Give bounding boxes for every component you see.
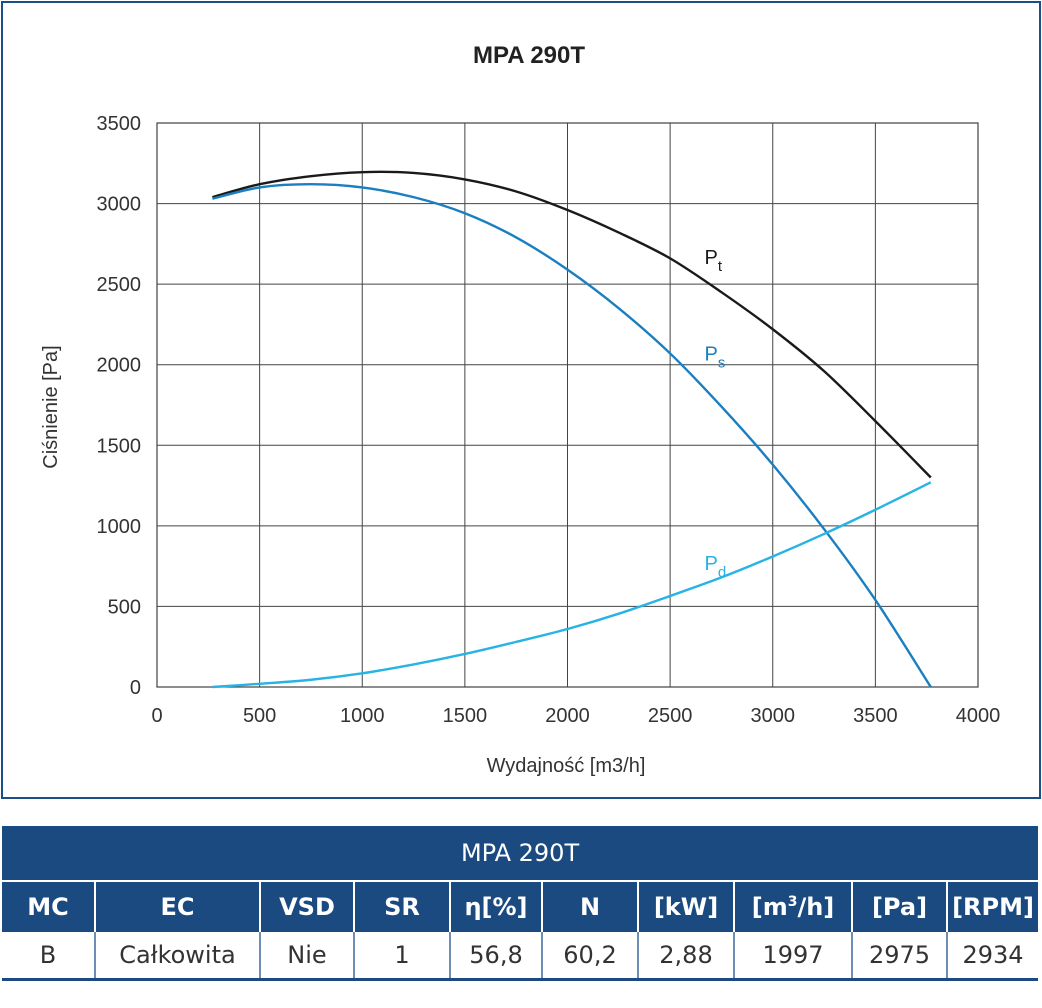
series-label-pt: Pt xyxy=(705,247,723,275)
grid xyxy=(156,122,979,688)
y-tick-label: 3500 xyxy=(97,113,142,135)
series-line-pt xyxy=(212,170,932,479)
x-tick-label: 4000 xyxy=(956,705,1001,727)
y-tick-label: 1000 xyxy=(97,516,142,538)
header-cell: VSD xyxy=(259,880,354,932)
header-cell: η[%] xyxy=(449,880,542,932)
y-tick-label: 1500 xyxy=(97,435,142,457)
chart-title: MPA 290T xyxy=(473,42,585,69)
y-axis-label: Ciśnienie [Pa] xyxy=(40,345,62,468)
table-cell: 56,8 xyxy=(449,932,542,981)
header-cell: [RPM] xyxy=(945,880,1039,932)
x-axis-label: Wydajność [m3/h] xyxy=(487,755,646,777)
table-cell: B xyxy=(2,932,95,981)
series-labels: Pt Ps Pd xyxy=(705,247,727,581)
header-cell: MC xyxy=(2,880,95,932)
table-row: B Całkowita Nie 1 56,8 60,2 2,88 1997 2975 2934 xyxy=(2,932,1039,981)
tick-labels: 0 500 1000 1500 2000 2500 3000 3500 4000 0 500 1000… xyxy=(97,113,1001,727)
header-cell: [m3/h] xyxy=(733,880,852,932)
series-label-ps: Ps xyxy=(705,344,726,372)
table-title: MPA 290T xyxy=(2,826,1039,881)
spec-table: MPA 290T MC EC VSD SR η[%] N [kW] [m3/h] [Pa] [RP… xyxy=(2,826,1039,981)
x-tick-label: 2500 xyxy=(648,705,693,727)
y-tick-label: 0 xyxy=(130,677,141,699)
x-tick-label: 0 xyxy=(151,705,162,727)
table-cell: 2975 xyxy=(851,932,947,981)
y-tick-label: 500 xyxy=(108,596,141,618)
y-tick-label: 3000 xyxy=(97,194,142,216)
y-tick-label: 2500 xyxy=(97,274,142,296)
pressure-chart: MPA 290T 0 500 1000 1500 2000 2500 3000 3500 400… xyxy=(40,42,1001,777)
table-cell: 60,2 xyxy=(541,932,638,981)
x-tick-label: 1000 xyxy=(340,705,385,727)
header-cell: [kW] xyxy=(637,880,734,932)
table-cell: Nie xyxy=(259,932,354,981)
table-header-row: MC EC VSD SR η[%] N [kW] [m3/h] [Pa] [RPM] xyxy=(2,880,1039,932)
header-cell: SR xyxy=(353,880,450,932)
table-cell: 1 xyxy=(353,932,450,981)
header-cell: EC xyxy=(94,880,260,932)
table-cell: 2,88 xyxy=(637,932,734,981)
table-cell: Całkowita xyxy=(94,932,260,981)
series-label-pd: Pd xyxy=(705,553,727,581)
table-cell: 2934 xyxy=(945,932,1039,981)
x-tick-label: 3000 xyxy=(751,705,796,727)
table-cell: 1997 xyxy=(733,932,852,981)
x-tick-label: 500 xyxy=(243,705,276,727)
x-tick-label: 3500 xyxy=(853,705,898,727)
series-line-ps xyxy=(212,183,932,688)
header-cell: N xyxy=(541,880,638,932)
y-tick-label: 2000 xyxy=(97,355,142,377)
x-tick-label: 1500 xyxy=(443,705,488,727)
x-tick-label: 2000 xyxy=(545,705,590,727)
chart-frame: MPA 290T 0 500 1000 1500 2000 2500 3000 3500 400… xyxy=(1,1,1041,799)
series-lines xyxy=(212,170,932,689)
header-cell: [Pa] xyxy=(851,880,947,932)
series-line-pd xyxy=(212,481,932,689)
